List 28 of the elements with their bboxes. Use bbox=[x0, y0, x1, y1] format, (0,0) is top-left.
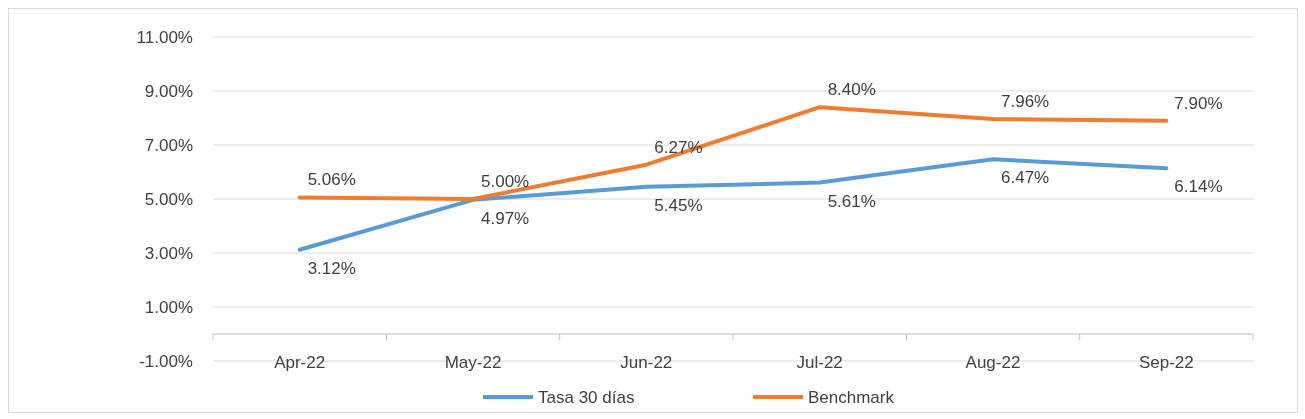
x-tick-label: Jun-22 bbox=[620, 353, 673, 372]
data-label: 6.47% bbox=[1001, 168, 1050, 188]
legend-label: Benchmark bbox=[808, 388, 895, 407]
x-tick-label: Sep-22 bbox=[1138, 353, 1194, 372]
y-tick-label: 5.00% bbox=[144, 190, 193, 209]
data-label: 5.45% bbox=[654, 195, 703, 215]
data-label: 6.27% bbox=[654, 137, 703, 157]
y-tick-label: 9.00% bbox=[144, 82, 193, 101]
y-tick-label: 7.00% bbox=[144, 136, 193, 155]
legend-label: Tasa 30 días bbox=[538, 388, 635, 407]
data-label: 8.40% bbox=[827, 80, 876, 100]
data-label: 3.12% bbox=[307, 258, 356, 278]
data-label: 6.14% bbox=[1174, 177, 1223, 197]
data-label: 7.96% bbox=[1001, 92, 1050, 112]
line-series bbox=[297, 157, 1169, 252]
x-tick-label: Apr-22 bbox=[274, 353, 326, 372]
y-tick-label: 3.00% bbox=[144, 244, 193, 263]
data-label: 5.06% bbox=[307, 170, 356, 190]
y-tick-label: 11.00% bbox=[136, 28, 193, 47]
y-tick-label: 1.00% bbox=[144, 298, 193, 317]
data-label: 7.90% bbox=[1174, 93, 1223, 113]
y-tick-label: -1.00% bbox=[139, 352, 193, 371]
data-label: 5.00% bbox=[481, 172, 530, 191]
x-tick-label: May-22 bbox=[444, 353, 502, 372]
x-tick-label: Jul-22 bbox=[796, 353, 843, 372]
x-tick-label: Aug-22 bbox=[965, 353, 1021, 372]
data-label: 4.97% bbox=[481, 208, 530, 228]
data-label: 5.61% bbox=[827, 191, 876, 211]
